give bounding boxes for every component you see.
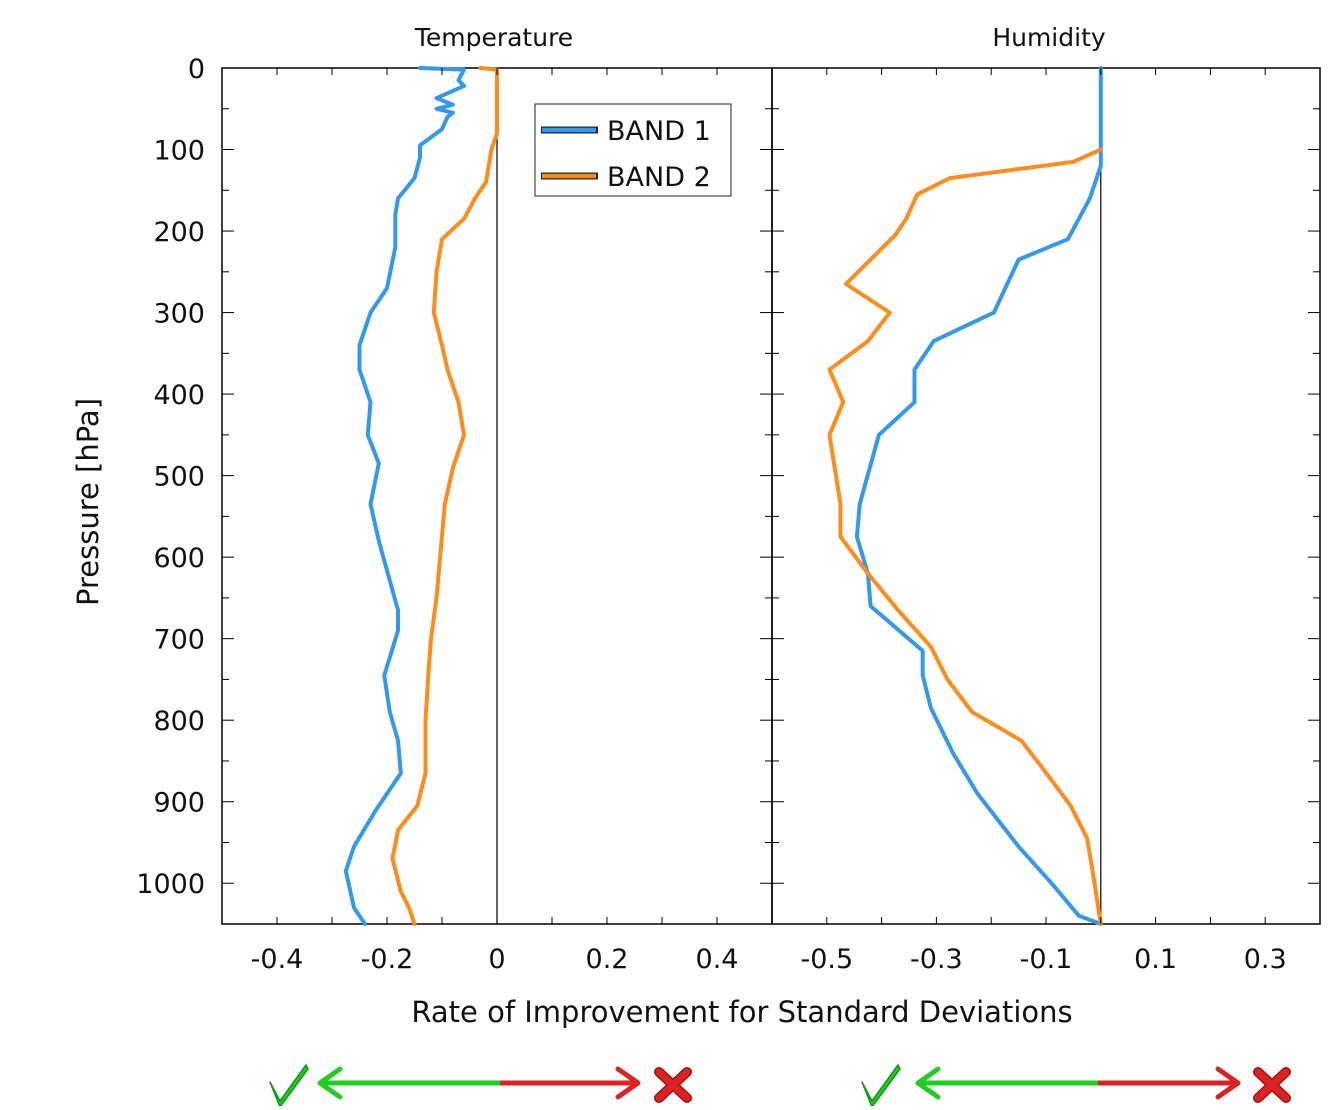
y-tick-label: 500 [153,462,205,493]
y-tick-label: 1000 [136,869,205,900]
x-tick-label: -0.4 [251,944,304,975]
y-tick-label: 600 [153,543,205,574]
x-tick-label: 0.4 [696,944,739,975]
legend-label-band1: BAND 1 [607,116,711,147]
y-tick-label: 900 [153,788,205,819]
bad-arrowhead-icon [615,1066,641,1100]
x-tick-label: 0 [488,944,505,975]
x-tick-label: -0.3 [910,944,963,975]
x-tick-label: -0.2 [361,944,414,975]
x-tick-label: 0.2 [586,944,629,975]
legend-label-band2: BAND 2 [607,162,711,193]
y-tick-label: 100 [153,136,205,167]
y-axis-label: Pressure [hPa] [71,398,105,606]
panel-title-humidity: Humidity [992,23,1106,52]
y-tick-label: 0 [188,54,205,85]
y-tick-label: 400 [153,380,205,411]
good-arrowhead-icon [915,1066,941,1100]
cross-icon-stroke [1254,1068,1290,1102]
cross-icon [654,1067,692,1103]
x-tick-label: -0.1 [1020,944,1073,975]
y-tick-label: 800 [153,706,205,737]
x-axis-label: Rate of Improvement for Standard Deviati… [411,995,1072,1029]
checkmark-icon [861,1064,901,1108]
x-tick-label: 0.1 [1134,944,1177,975]
bad-arrowhead-icon [1215,1066,1241,1100]
x-tick-label: -0.5 [800,944,853,975]
cross-icon [1253,1067,1291,1103]
legend-box [534,103,732,197]
series-line-band2-humidity [827,147,1103,926]
checkmark-icon [269,1064,309,1108]
y-tick-label: 700 [153,625,205,656]
good-arrowhead-icon [317,1066,343,1100]
series-line-band2-temperature [390,66,499,926]
y-tick-label: 200 [153,217,205,248]
y-tick-label: 300 [153,299,205,330]
series-line-band1-humidity [854,66,1103,926]
panel-frame-1 [771,67,1321,925]
series-line-band1-temperature [343,66,466,926]
x-tick-label: 0.3 [1244,944,1287,975]
panel-title-temperature: Temperature [414,23,573,52]
cross-icon-stroke [655,1068,691,1102]
